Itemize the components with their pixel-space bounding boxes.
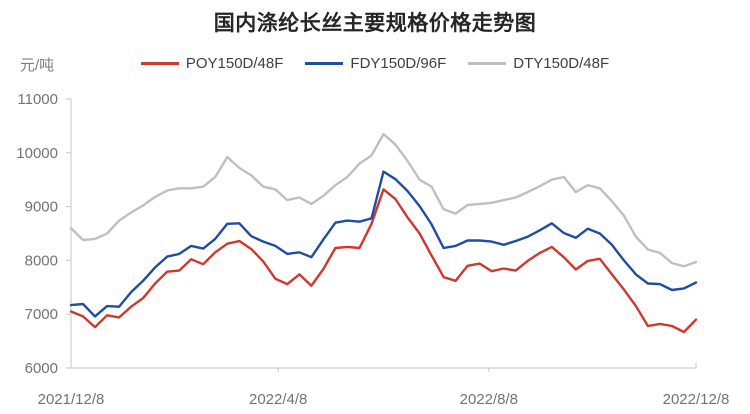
y-tick-label: 9000 (25, 199, 58, 216)
y-tick-label: 8000 (25, 252, 58, 269)
legend-swatch-fdy (305, 61, 344, 65)
series-line-fdy150d-96f (69, 170, 698, 318)
legend-item-fdy: FDY150D/96F (305, 55, 446, 72)
y-tick-label: 6000 (25, 360, 58, 377)
series-line-poy150d-48f (69, 188, 698, 334)
x-tick-label: 2022/12/8 (663, 391, 730, 408)
legend-swatch-dty (468, 61, 507, 65)
legend-label-fdy: FDY150D/96F (350, 54, 447, 72)
x-tick-label: 2022/8/8 (460, 391, 518, 408)
x-tick-label: 2022/4/8 (249, 391, 307, 408)
legend-label-poy: POY150D/48F (185, 54, 284, 72)
chart-title: 国内涤纶长丝主要规格价格走势图 (213, 12, 537, 35)
y-tick-label: 10000 (16, 145, 58, 162)
y-tick-label: 11000 (17, 91, 58, 108)
legend-item-poy: POY150D/48F (140, 54, 284, 72)
y-axis-unit-label: 元/吨 (20, 57, 55, 74)
legend-item-dty: DTY150D/48F (468, 55, 609, 72)
legend-label-dty: DTY150D/48F (513, 54, 610, 72)
legend-swatch-poy (140, 61, 179, 65)
chart-legend: POY150D/48F FDY150D/96F DTY150D/48F (0, 54, 750, 72)
x-tick-label: 2021/12/8 (38, 391, 105, 408)
series-line-dty150d-48f (69, 132, 698, 268)
y-tick-label: 7000 (25, 306, 58, 323)
